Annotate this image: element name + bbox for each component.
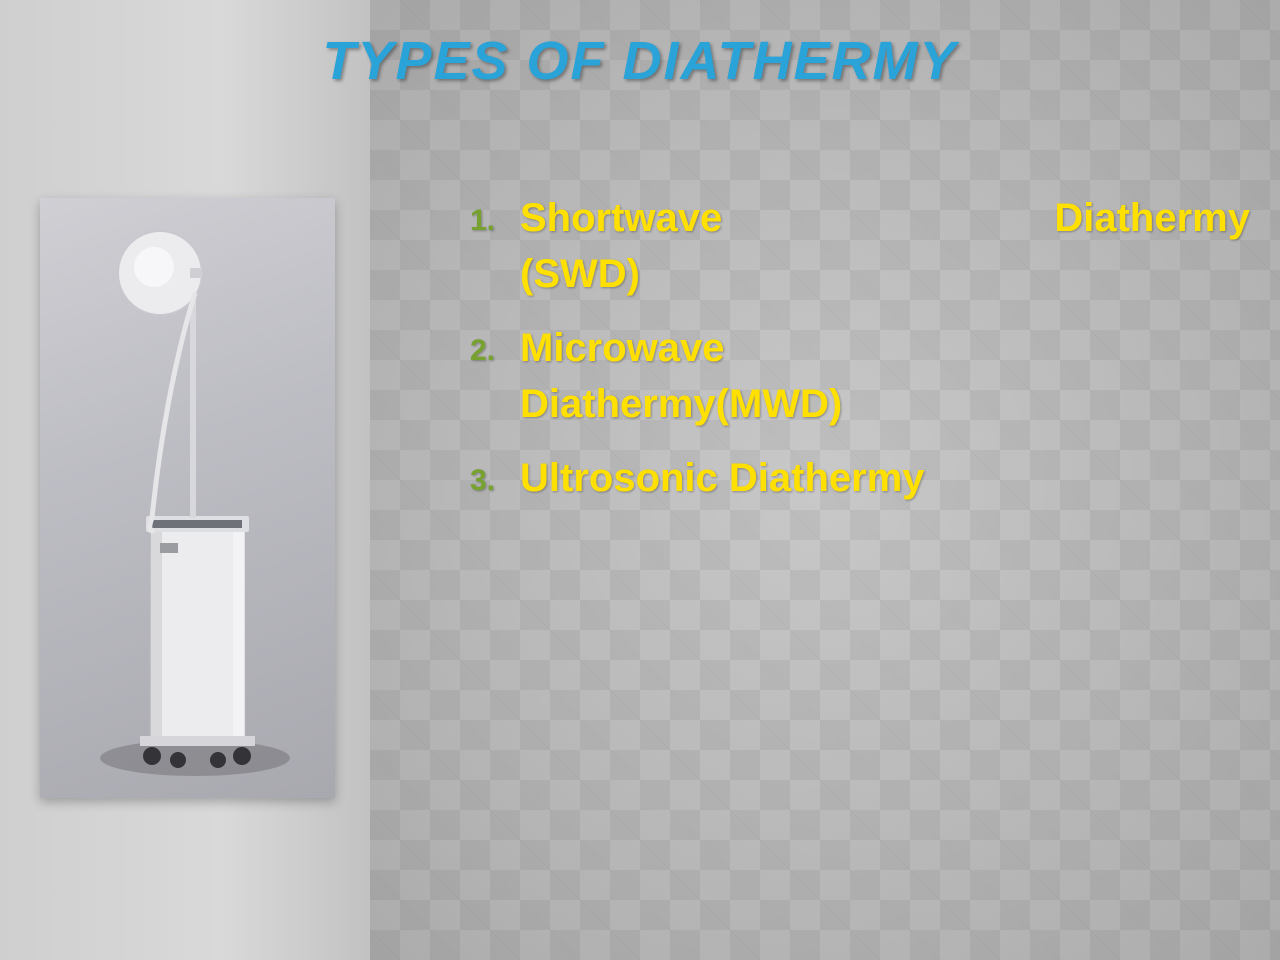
types-list: 1. Shortwave Diathermy (SWD) 2. Microwav… (470, 190, 1250, 524)
list-item: 3. Ultrosonic Diathermy (470, 450, 1250, 506)
list-number: 3. (470, 450, 520, 503)
list-text-line1: Microwave (520, 320, 1250, 376)
device-svg (40, 198, 335, 798)
device-image (40, 198, 335, 798)
list-item: 1. Shortwave Diathermy (SWD) (470, 190, 1250, 302)
right-panel: 1. Shortwave Diathermy (SWD) 2. Microwav… (370, 0, 1280, 960)
list-number: 1. (470, 190, 520, 243)
slide: 1. Shortwave Diathermy (SWD) 2. Microwav… (0, 0, 1280, 960)
list-text-line2: (SWD) (520, 246, 1250, 302)
list-text-line1: Shortwave Diathermy (520, 190, 1250, 246)
list-item: 2. Microwave Diathermy(MWD) (470, 320, 1250, 432)
slide-title: TYPES OF DIATHERMY (0, 30, 1280, 92)
list-text: Shortwave Diathermy (SWD) (520, 190, 1250, 302)
list-text: Microwave Diathermy(MWD) (520, 320, 1250, 432)
list-number: 2. (470, 320, 520, 373)
list-text-line2: Diathermy(MWD) (520, 376, 1250, 432)
list-text: Ultrosonic Diathermy (520, 450, 1250, 506)
list-text-line1: Ultrosonic Diathermy (520, 450, 1250, 506)
